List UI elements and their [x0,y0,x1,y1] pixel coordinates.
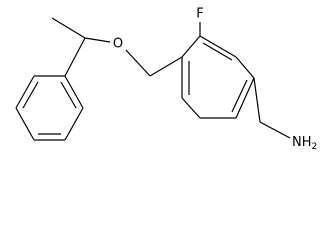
atom-label: NH2 [292,135,317,152]
page: F O NH2 (() => { const data = JSON.parse… [15,6,318,152]
atom-label: F [196,7,203,22]
bonds [15,17,291,141]
atom-label-main: NH [292,135,312,150]
atom-label-subscript: 2 [312,142,318,152]
structure-diagram: F O NH2 [15,7,317,152]
atom-label: O [113,37,123,52]
